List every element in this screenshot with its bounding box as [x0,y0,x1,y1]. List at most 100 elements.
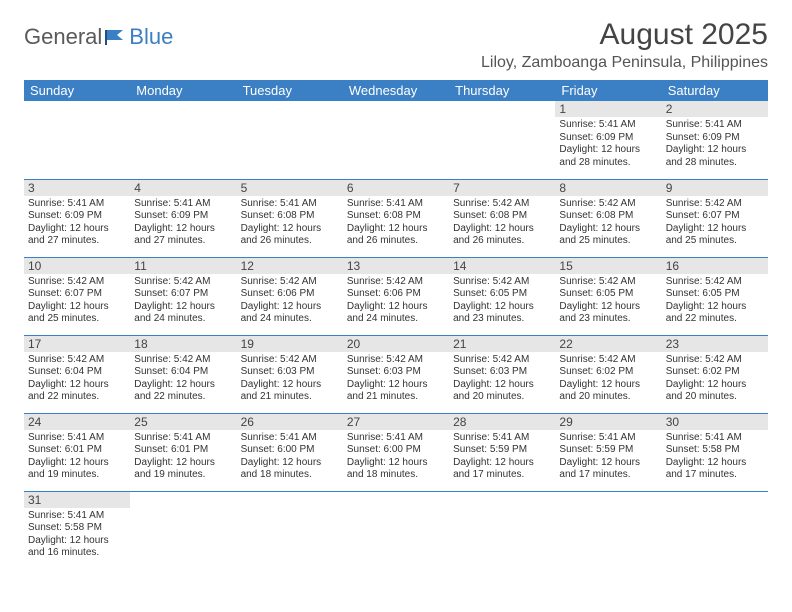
day-details: Sunrise: 5:42 AMSunset: 6:04 PMDaylight:… [24,352,130,407]
day-details: Sunrise: 5:42 AMSunset: 6:04 PMDaylight:… [130,352,236,407]
day-details: Sunrise: 5:41 AMSunset: 6:08 PMDaylight:… [343,196,449,251]
calendar-cell: 25Sunrise: 5:41 AMSunset: 6:01 PMDayligh… [130,413,236,491]
day-details: Sunrise: 5:42 AMSunset: 6:06 PMDaylight:… [343,274,449,329]
calendar-cell [343,491,449,569]
day-number: 14 [449,258,555,274]
day-number: 28 [449,414,555,430]
day-number: 4 [130,180,236,196]
location: Liloy, Zamboanga Peninsula, Philippines [481,54,768,72]
day-details: Sunrise: 5:41 AMSunset: 5:59 PMDaylight:… [449,430,555,485]
calendar-cell: 24Sunrise: 5:41 AMSunset: 6:01 PMDayligh… [24,413,130,491]
calendar-body: 1Sunrise: 5:41 AMSunset: 6:09 PMDaylight… [24,101,768,569]
calendar-cell: 6Sunrise: 5:41 AMSunset: 6:08 PMDaylight… [343,179,449,257]
calendar-cell: 10Sunrise: 5:42 AMSunset: 6:07 PMDayligh… [24,257,130,335]
day-details: Sunrise: 5:42 AMSunset: 6:03 PMDaylight:… [449,352,555,407]
day-number: 24 [24,414,130,430]
weekday-header: Thursday [449,80,555,101]
day-number: 19 [237,336,343,352]
calendar-cell: 11Sunrise: 5:42 AMSunset: 6:07 PMDayligh… [130,257,236,335]
calendar-cell: 7Sunrise: 5:42 AMSunset: 6:08 PMDaylight… [449,179,555,257]
weekday-header: Sunday [24,80,130,101]
calendar-cell: 18Sunrise: 5:42 AMSunset: 6:04 PMDayligh… [130,335,236,413]
calendar-table: SundayMondayTuesdayWednesdayThursdayFrid… [24,80,768,569]
calendar-cell [449,491,555,569]
month-title: August 2025 [481,18,768,52]
calendar-cell: 2Sunrise: 5:41 AMSunset: 6:09 PMDaylight… [662,101,768,179]
day-number: 9 [662,180,768,196]
calendar-cell: 12Sunrise: 5:42 AMSunset: 6:06 PMDayligh… [237,257,343,335]
day-details: Sunrise: 5:41 AMSunset: 6:08 PMDaylight:… [237,196,343,251]
calendar-cell [343,101,449,179]
title-block: August 2025 Liloy, Zamboanga Peninsula, … [481,18,768,72]
calendar-cell: 17Sunrise: 5:42 AMSunset: 6:04 PMDayligh… [24,335,130,413]
day-details: Sunrise: 5:42 AMSunset: 6:02 PMDaylight:… [662,352,768,407]
calendar-cell: 9Sunrise: 5:42 AMSunset: 6:07 PMDaylight… [662,179,768,257]
calendar-cell [130,101,236,179]
weekday-header: Saturday [662,80,768,101]
logo-text-blue: Blue [129,24,173,50]
day-number: 2 [662,101,768,117]
day-details: Sunrise: 5:41 AMSunset: 5:59 PMDaylight:… [555,430,661,485]
day-details: Sunrise: 5:42 AMSunset: 6:03 PMDaylight:… [343,352,449,407]
day-details: Sunrise: 5:41 AMSunset: 6:09 PMDaylight:… [24,196,130,251]
calendar-cell: 28Sunrise: 5:41 AMSunset: 5:59 PMDayligh… [449,413,555,491]
calendar-cell [555,491,661,569]
calendar-cell: 14Sunrise: 5:42 AMSunset: 6:05 PMDayligh… [449,257,555,335]
calendar-cell: 15Sunrise: 5:42 AMSunset: 6:05 PMDayligh… [555,257,661,335]
calendar-cell: 31Sunrise: 5:41 AMSunset: 5:58 PMDayligh… [24,491,130,569]
day-number: 17 [24,336,130,352]
day-number: 31 [24,492,130,508]
day-number: 20 [343,336,449,352]
day-details: Sunrise: 5:41 AMSunset: 5:58 PMDaylight:… [24,508,130,563]
day-details: Sunrise: 5:41 AMSunset: 6:00 PMDaylight:… [237,430,343,485]
calendar-cell: 20Sunrise: 5:42 AMSunset: 6:03 PMDayligh… [343,335,449,413]
day-number: 23 [662,336,768,352]
day-details: Sunrise: 5:41 AMSunset: 6:00 PMDaylight:… [343,430,449,485]
calendar-cell: 4Sunrise: 5:41 AMSunset: 6:09 PMDaylight… [130,179,236,257]
logo: General Blue [24,24,173,50]
calendar-cell: 8Sunrise: 5:42 AMSunset: 6:08 PMDaylight… [555,179,661,257]
day-number: 7 [449,180,555,196]
day-number: 29 [555,414,661,430]
day-details: Sunrise: 5:42 AMSunset: 6:05 PMDaylight:… [449,274,555,329]
day-details: Sunrise: 5:42 AMSunset: 6:07 PMDaylight:… [662,196,768,251]
day-number: 1 [555,101,661,117]
day-details: Sunrise: 5:41 AMSunset: 6:09 PMDaylight:… [662,117,768,172]
weekday-header: Wednesday [343,80,449,101]
day-number: 15 [555,258,661,274]
calendar-cell [449,101,555,179]
day-number: 21 [449,336,555,352]
day-details: Sunrise: 5:42 AMSunset: 6:08 PMDaylight:… [555,196,661,251]
day-number: 13 [343,258,449,274]
header: General Blue August 2025 Liloy, Zamboang… [24,18,768,72]
day-number: 11 [130,258,236,274]
day-details: Sunrise: 5:41 AMSunset: 6:09 PMDaylight:… [555,117,661,172]
day-number: 22 [555,336,661,352]
day-details: Sunrise: 5:41 AMSunset: 6:09 PMDaylight:… [130,196,236,251]
weekday-header: Monday [130,80,236,101]
day-details: Sunrise: 5:42 AMSunset: 6:07 PMDaylight:… [24,274,130,329]
calendar-cell: 26Sunrise: 5:41 AMSunset: 6:00 PMDayligh… [237,413,343,491]
day-details: Sunrise: 5:41 AMSunset: 6:01 PMDaylight:… [130,430,236,485]
calendar-cell [662,491,768,569]
calendar-cell: 29Sunrise: 5:41 AMSunset: 5:59 PMDayligh… [555,413,661,491]
calendar-cell: 22Sunrise: 5:42 AMSunset: 6:02 PMDayligh… [555,335,661,413]
day-number: 16 [662,258,768,274]
logo-text-general: General [24,24,102,50]
day-number: 10 [24,258,130,274]
day-details: Sunrise: 5:42 AMSunset: 6:05 PMDaylight:… [662,274,768,329]
day-details: Sunrise: 5:42 AMSunset: 6:06 PMDaylight:… [237,274,343,329]
day-number: 5 [237,180,343,196]
weekday-header: Friday [555,80,661,101]
day-details: Sunrise: 5:42 AMSunset: 6:02 PMDaylight:… [555,352,661,407]
day-number: 8 [555,180,661,196]
day-number: 12 [237,258,343,274]
day-number: 18 [130,336,236,352]
weekday-header: Tuesday [237,80,343,101]
calendar-cell: 13Sunrise: 5:42 AMSunset: 6:06 PMDayligh… [343,257,449,335]
day-details: Sunrise: 5:42 AMSunset: 6:05 PMDaylight:… [555,274,661,329]
calendar-cell: 23Sunrise: 5:42 AMSunset: 6:02 PMDayligh… [662,335,768,413]
day-number: 30 [662,414,768,430]
calendar-cell: 30Sunrise: 5:41 AMSunset: 5:58 PMDayligh… [662,413,768,491]
day-details: Sunrise: 5:41 AMSunset: 5:58 PMDaylight:… [662,430,768,485]
